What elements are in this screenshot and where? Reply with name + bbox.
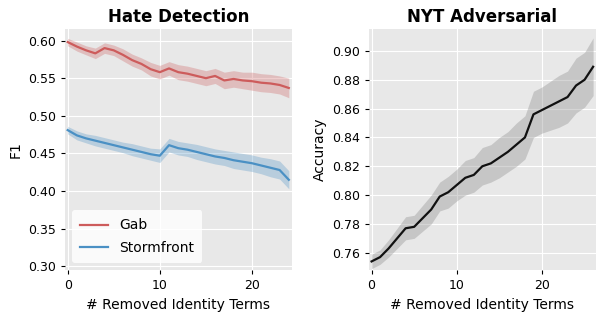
Gab — [73, 45, 80, 49]
Gab — [129, 58, 136, 62]
Gab — [156, 70, 164, 74]
Stormfront — [175, 146, 182, 150]
Gab — [257, 81, 265, 84]
Stormfront — [92, 139, 99, 143]
Title: Hate Detection: Hate Detection — [108, 8, 249, 26]
Gab — [193, 74, 201, 78]
Line: Stormfront: Stormfront — [68, 130, 289, 180]
Gab — [138, 62, 145, 66]
Gab — [175, 70, 182, 74]
Stormfront — [276, 168, 283, 172]
Stormfront — [285, 178, 292, 182]
Gab — [202, 76, 210, 80]
Stormfront — [156, 154, 164, 158]
Stormfront — [220, 156, 228, 160]
X-axis label: # Removed Identity Terms: # Removed Identity Terms — [390, 298, 574, 312]
Gab — [83, 48, 90, 52]
Gab — [220, 78, 228, 82]
Stormfront — [239, 160, 246, 164]
Gab — [64, 40, 71, 44]
Stormfront — [83, 136, 90, 140]
Gab — [276, 83, 283, 87]
Stormfront — [230, 158, 237, 162]
Stormfront — [64, 128, 71, 132]
Gab — [101, 46, 108, 50]
Stormfront — [120, 146, 127, 149]
Title: NYT Adversarial: NYT Adversarial — [407, 8, 557, 26]
Stormfront — [138, 150, 145, 154]
Stormfront — [110, 143, 117, 147]
Stormfront — [73, 133, 80, 137]
Gab — [110, 48, 117, 52]
Gab — [230, 77, 237, 81]
Stormfront — [129, 148, 136, 152]
Stormfront — [147, 152, 154, 156]
Line: Gab: Gab — [68, 42, 289, 88]
Stormfront — [184, 148, 191, 152]
X-axis label: # Removed Identity Terms: # Removed Identity Terms — [86, 298, 270, 312]
Gab — [184, 72, 191, 76]
Stormfront — [101, 141, 108, 145]
Y-axis label: Accuracy: Accuracy — [312, 118, 326, 181]
Stormfront — [193, 150, 201, 154]
Legend: Gab, Stormfront: Gab, Stormfront — [72, 210, 202, 263]
Stormfront — [211, 155, 219, 158]
Gab — [92, 52, 99, 55]
Gab — [147, 67, 154, 71]
Stormfront — [202, 152, 210, 156]
Gab — [248, 79, 255, 83]
Stormfront — [165, 143, 173, 147]
Gab — [239, 78, 246, 82]
Y-axis label: F1: F1 — [8, 141, 22, 158]
Gab — [267, 82, 274, 85]
Gab — [211, 74, 219, 78]
Stormfront — [257, 164, 265, 167]
Gab — [285, 86, 292, 90]
Stormfront — [248, 161, 255, 165]
Gab — [165, 67, 173, 70]
Gab — [120, 53, 127, 57]
Stormfront — [267, 166, 274, 170]
